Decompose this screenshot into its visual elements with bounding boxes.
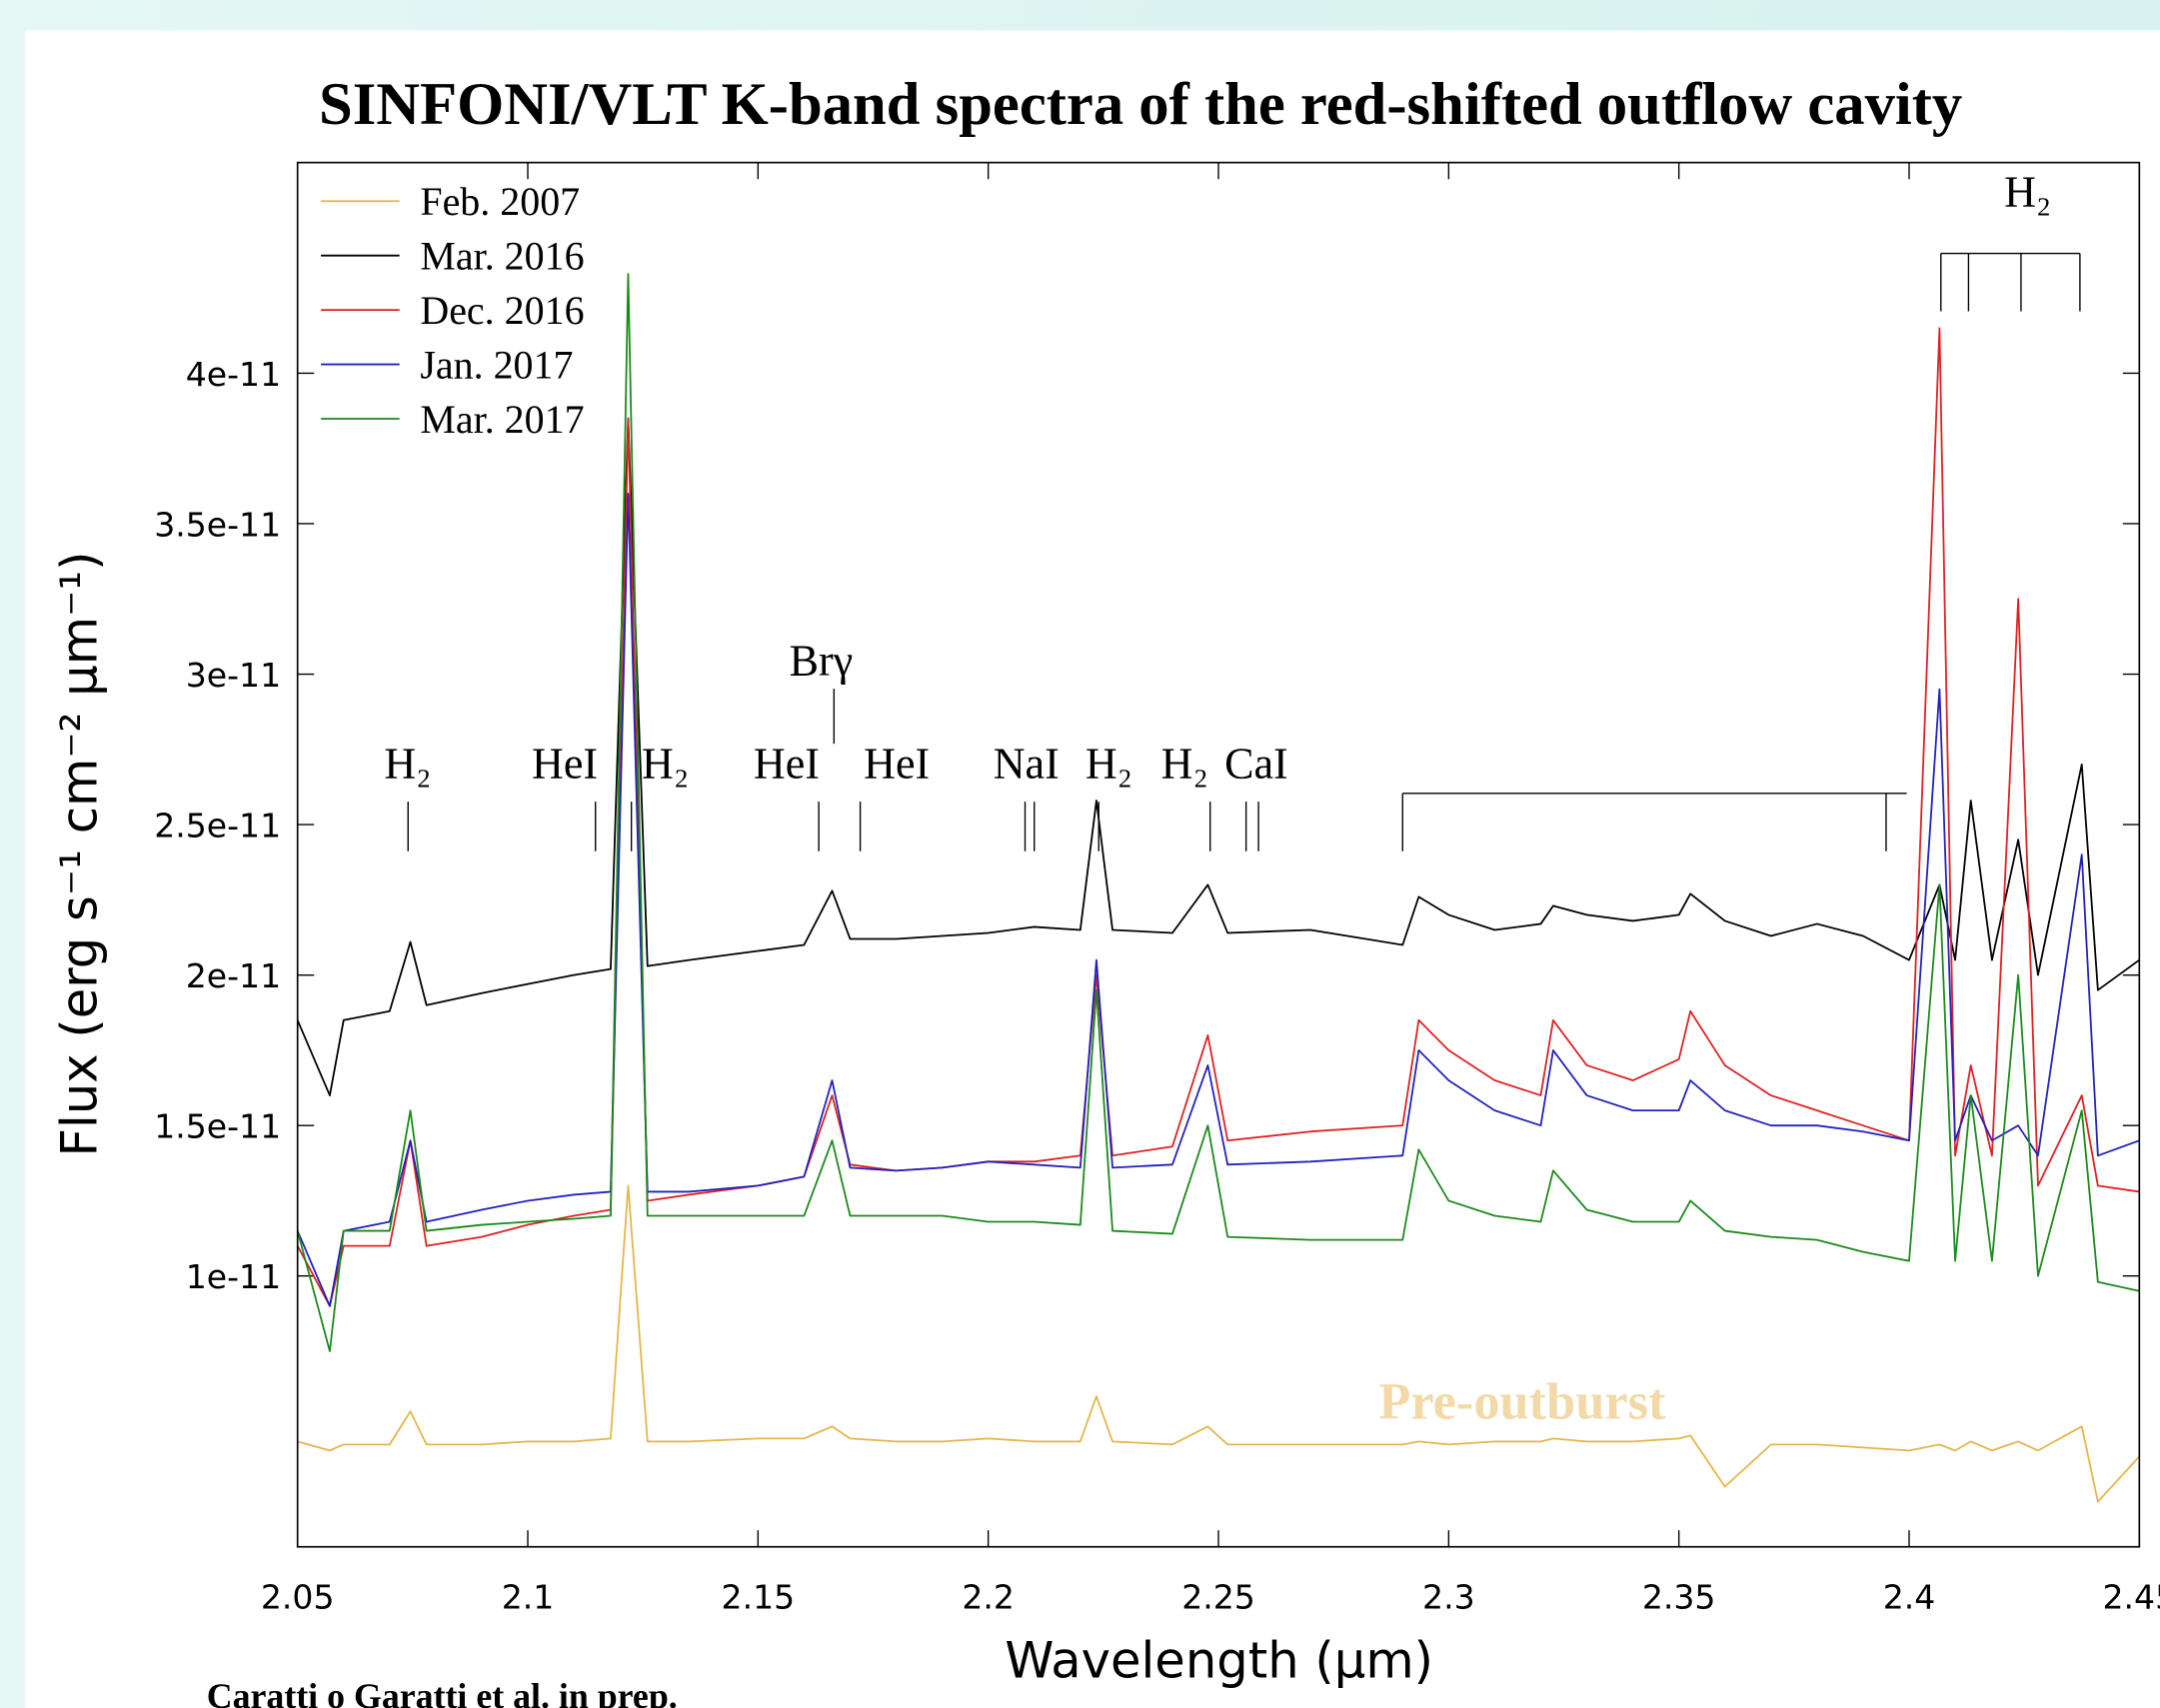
y-tick-label: 1.5e-11: [154, 1107, 281, 1146]
note: Pre-outburst: [1378, 1373, 1666, 1431]
annotation-label: NaI: [994, 740, 1060, 789]
y-axis-label: Flux (erg s⁻¹ cm⁻² μm⁻¹): [50, 552, 108, 1157]
x-tick-label: 2.25: [1181, 1578, 1255, 1617]
x-axis-label: Wavelength (μm): [1005, 1632, 1433, 1690]
series-line: [296, 273, 2140, 1352]
y-tick-label: 2e-11: [186, 956, 281, 995]
x-tick-label: 2.45: [2103, 1578, 2160, 1617]
x-tick-label: 2.05: [261, 1578, 335, 1617]
x-tick-label: 2.35: [1642, 1578, 1716, 1617]
x-tick-label: 2.15: [722, 1578, 796, 1617]
annotation-label: Brγ: [790, 636, 854, 685]
annotation-label: CaI: [1224, 740, 1288, 789]
credit: Caratti o Garatti et al. in prep.: [207, 1676, 678, 1708]
annotation-label: H₂: [2004, 168, 2051, 217]
annotation-label: HeI: [754, 740, 820, 789]
annotation-label: H₂: [1161, 740, 1208, 789]
chart-title: SINFONI/VLT K-band spectra of the red-sh…: [319, 71, 1962, 138]
legend-label: Jan. 2017: [420, 342, 573, 387]
y-tick-label: 2.5e-11: [154, 806, 281, 845]
legend-label: Dec. 2016: [420, 288, 584, 333]
legend-label: Mar. 2016: [420, 233, 584, 278]
annotation-label: H₂: [642, 740, 689, 789]
x-tick-label: 2.4: [1883, 1578, 1936, 1617]
legend-label: Feb. 2007: [420, 179, 580, 224]
annotation-label: HeI: [864, 740, 930, 789]
panel: [24, 30, 2160, 1708]
y-tick-label: 3.5e-11: [154, 505, 281, 544]
series-line: [296, 492, 2140, 1307]
plot-frame: [296, 161, 2141, 1548]
y-tick-label: 1e-11: [186, 1257, 281, 1296]
x-tick-label: 2.3: [1422, 1578, 1475, 1617]
x-tick-label: 2.2: [962, 1578, 1015, 1617]
series-line: [297, 1184, 2140, 1503]
annotation-label: H₂: [384, 740, 431, 789]
y-tick-label: 4e-11: [186, 355, 281, 394]
legend-label: Mar. 2017: [420, 397, 584, 442]
y-tick-label: 3e-11: [186, 656, 281, 695]
annotation-label: H₂: [1085, 740, 1132, 789]
series-line: [296, 327, 2140, 1307]
x-tick-label: 2.1: [502, 1578, 555, 1617]
annotation-label: HeI: [532, 740, 598, 789]
